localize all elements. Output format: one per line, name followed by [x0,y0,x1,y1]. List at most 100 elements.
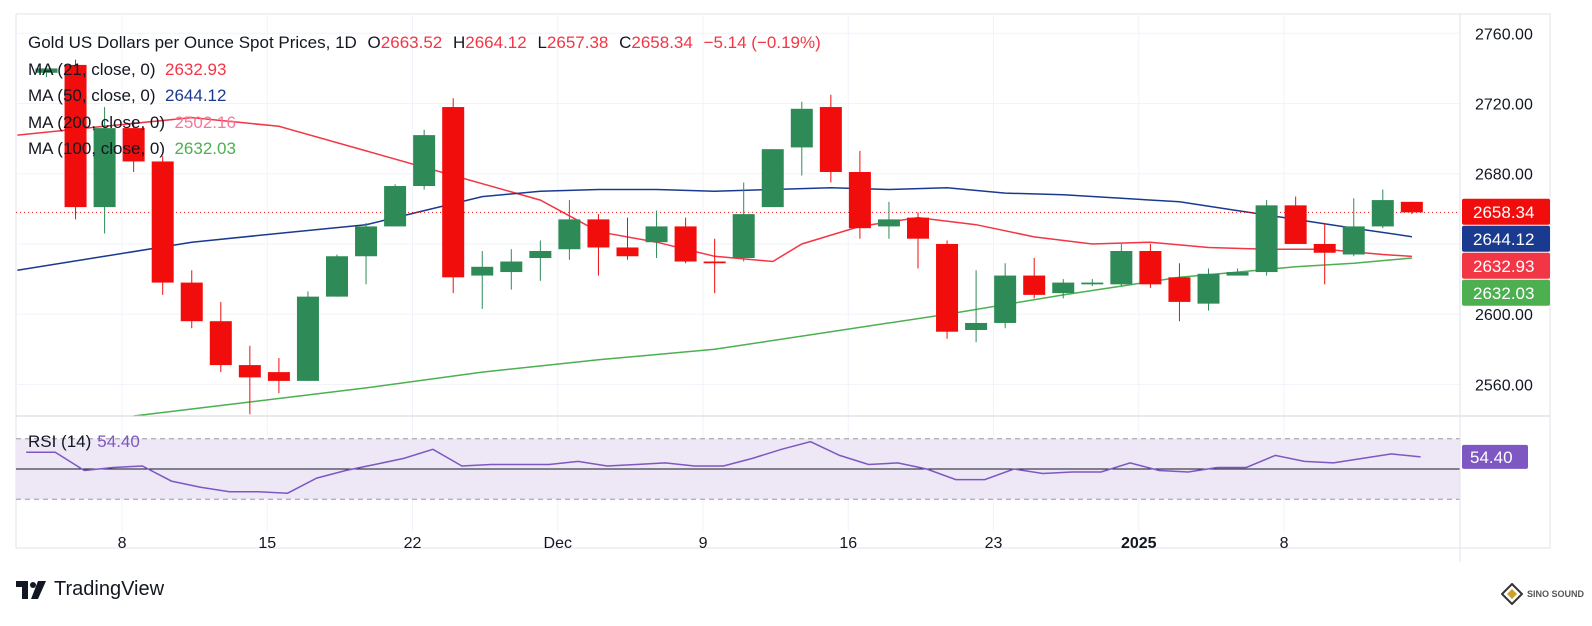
candle-body [1168,277,1191,302]
candle [1255,200,1278,276]
candle-body [35,68,58,73]
legend-title-row: Gold US Dollars per Ounce Spot Prices, 1… [28,30,821,57]
legend-ma200[interactable]: MA (200, close, 0) 2502.16 [28,112,236,132]
candle [587,214,610,276]
candle-body [965,322,988,330]
rsi-value-tag: 54.40 [1462,444,1528,469]
candle [1197,268,1220,311]
candle [1226,268,1249,276]
candle [326,254,348,297]
legend-ma50[interactable]: MA (50, close, 0) 2644.12 [28,86,227,105]
price-tag-text: 2632.93 [1473,257,1534,276]
candle-body [529,250,552,259]
price-tick-label: 2600.00 [1475,307,1533,324]
candle-body [587,219,610,248]
candle-body [413,135,436,187]
candle [558,200,581,260]
price-tag: 2644.12 [1462,225,1550,252]
candle [1139,243,1162,288]
ma-line [17,116,1412,263]
candle-body [848,171,871,229]
legend-ma100[interactable]: MA (100, close, 0) 2632.03 [28,139,236,158]
price-tag-bg [1462,225,1550,252]
candle-body [122,128,145,162]
date-tick-label: 22 [404,535,422,552]
candle [994,263,1017,329]
candle-body [761,149,784,208]
candle [209,301,232,373]
ohlc-low: L2657.38 [537,33,609,52]
candle [180,270,203,329]
candle [238,345,261,415]
candle-body [877,219,900,227]
candle [965,270,988,343]
legend-ma21[interactable]: MA (21, close, 0) 2632.93 [28,59,227,79]
watermark-text: SINO SOUND [1526,589,1584,599]
candle [732,182,755,262]
candle [471,250,494,309]
candle-body [1023,275,1046,295]
candle [1284,196,1307,244]
ohlc-close: C2658.34 [619,33,693,52]
candle-body [267,372,290,381]
candle [93,107,116,234]
candle [1400,201,1423,215]
candle-body [384,186,407,227]
price-tag-text: 2632.03 [1473,284,1534,303]
tradingview-icon [16,580,46,599]
candle-body [1226,272,1249,276]
candle-body [1400,201,1423,213]
date-tick-label: 16 [839,535,857,552]
candle-body [936,243,959,332]
ohlc-high: H2664.12 [452,33,527,52]
diamond-logo-icon [1500,583,1523,605]
rsi-tag-bg [1462,444,1528,469]
price-change: −5.14 (−0.19%) [703,33,821,52]
candle-body [558,219,581,250]
candle-body [1052,282,1075,294]
price-tag: 2632.93 [1462,252,1550,279]
candle [1023,258,1046,299]
candle-body [994,275,1017,323]
candle-body [1342,226,1365,255]
candle-body [790,108,813,148]
candle [1168,263,1191,322]
rsi-tag-text: 54.40 [1470,448,1513,467]
candle [355,222,378,285]
rsi-label: RSI (14) [28,432,92,451]
candle-body [616,247,639,257]
candle [500,249,523,290]
candle-body [1284,205,1307,244]
candle [296,291,319,381]
candle-body [1081,282,1104,285]
chart-legend: Gold US Dollars per Ounce Spot Prices, 1… [28,30,821,163]
candle-body [1313,243,1336,253]
candle [790,101,813,176]
candle-body [296,296,319,381]
rsi-value: 54.40 [97,432,140,451]
candle-body [674,226,697,262]
candle [616,217,639,260]
candle-body [1197,273,1220,304]
rsi-legend[interactable]: RSI (14) 54.40 [28,432,140,452]
candle [151,156,174,295]
candle-body [442,107,465,278]
price-tag: 2632.03 [1462,279,1550,306]
candle [1342,198,1365,257]
ohlc-open: O2663.52 [367,33,443,52]
tradingview-logo[interactable]: TradingView [16,578,164,601]
chart-frame [15,13,1551,549]
candle [848,150,871,239]
candle-body [819,107,842,172]
candle [674,217,697,264]
candle [645,210,668,259]
candle-body [209,321,232,366]
candle-body [645,226,668,243]
candle [819,94,842,183]
date-tick-label: 2025 [1121,535,1157,552]
candle-body [180,282,203,322]
price-tag-bg [1462,198,1550,225]
brand-name: TradingView [54,578,165,600]
candle [442,98,465,294]
